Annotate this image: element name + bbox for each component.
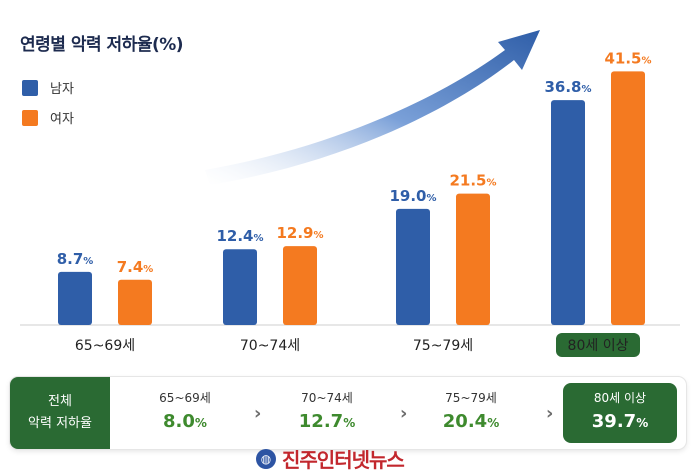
bar-female-0 [118,279,152,325]
summary-value: 20.4% [442,411,500,432]
value-label-male-3: 36.8% [544,78,591,96]
summary-item-65-69: 65~69세 8.0% [130,389,240,432]
bar-chart: 연령 증가에 따라 악력 저하율 증가 8.7% 7.4% 12.4% 12.9% 19… [20,30,680,357]
chevron-right-icon: › [546,403,554,424]
summary-category: 80세 이상 [593,391,647,405]
category-highlight-bg [556,333,640,357]
value-label-female-3: 41.5% [604,49,651,67]
trend-arrow: 연령 증가에 따라 악력 저하율 증가 [205,30,540,185]
category-label-1: 70~74세 [240,338,300,354]
watermark-text: 진주인터넷뉴스 [282,448,405,472]
summary-value: 39.7% [591,411,649,432]
legend-female-label: 여자 [50,112,74,127]
chevron-right-icon: › [400,403,408,424]
value-label-male-2: 19.0% [389,187,436,205]
summary-item-80-plus: 80세 이상 39.7% [563,383,677,443]
value-label-female-2: 21.5% [449,172,496,190]
bar-female-3 [611,71,645,325]
legend-male-label: 남자 [50,82,74,97]
category-label-2: 75~79세 [413,338,473,354]
summary-label: 전체 악력 저하율 [10,377,110,449]
category-labels: 65~69세 70~74세 75~79세 80세 이상 [75,333,640,357]
bar-male-0 [58,271,92,325]
summary-item-75-79: 75~79세 20.4% [416,389,526,432]
watermark: ◍ 진주인터넷뉴스 [256,444,405,473]
bars-group: 8.7% 7.4% 12.4% 12.9% 19.0% 21.5% 36.8% 41.5% [57,49,652,325]
summary-category: 65~69세 [159,391,211,405]
category-label-0: 65~69세 [75,338,135,354]
bar-male-3 [551,100,585,325]
value-label-male-0: 8.7% [57,250,94,268]
summary-category: 70~74세 [301,391,353,405]
value-label-male-1: 12.4% [216,227,263,245]
summary-label-line1: 전체 [48,394,72,409]
summary-label-line2: 악력 저하율 [28,416,92,431]
bar-male-2 [396,208,430,325]
chevron-right-icon: › [254,403,262,424]
globe-icon: ◍ [256,448,276,469]
summary-item-70-74: 70~74세 12.7% [272,389,382,432]
chart-title: 연령별 악력 저하율(%) [20,35,184,55]
summary-value: 8.0% [163,411,207,432]
bar-male-1 [223,249,257,325]
bar-female-2 [456,193,490,325]
legend-female: 여자 [22,108,74,127]
legend-male: 남자 [22,78,74,97]
summary-panel: 전체 악력 저하율 65~69세 8.0% › 70~74세 12.7% › 7… [10,377,686,449]
summary-value: 12.7% [298,411,356,432]
value-label-female-0: 7.4% [117,258,154,276]
value-label-female-1: 12.9% [276,224,323,242]
bar-female-1 [283,246,317,325]
category-label-3: 80세 이상 [568,338,629,354]
legend-female-swatch [22,109,38,126]
summary-category: 75~79세 [445,391,497,405]
legend-male-swatch [22,79,38,96]
